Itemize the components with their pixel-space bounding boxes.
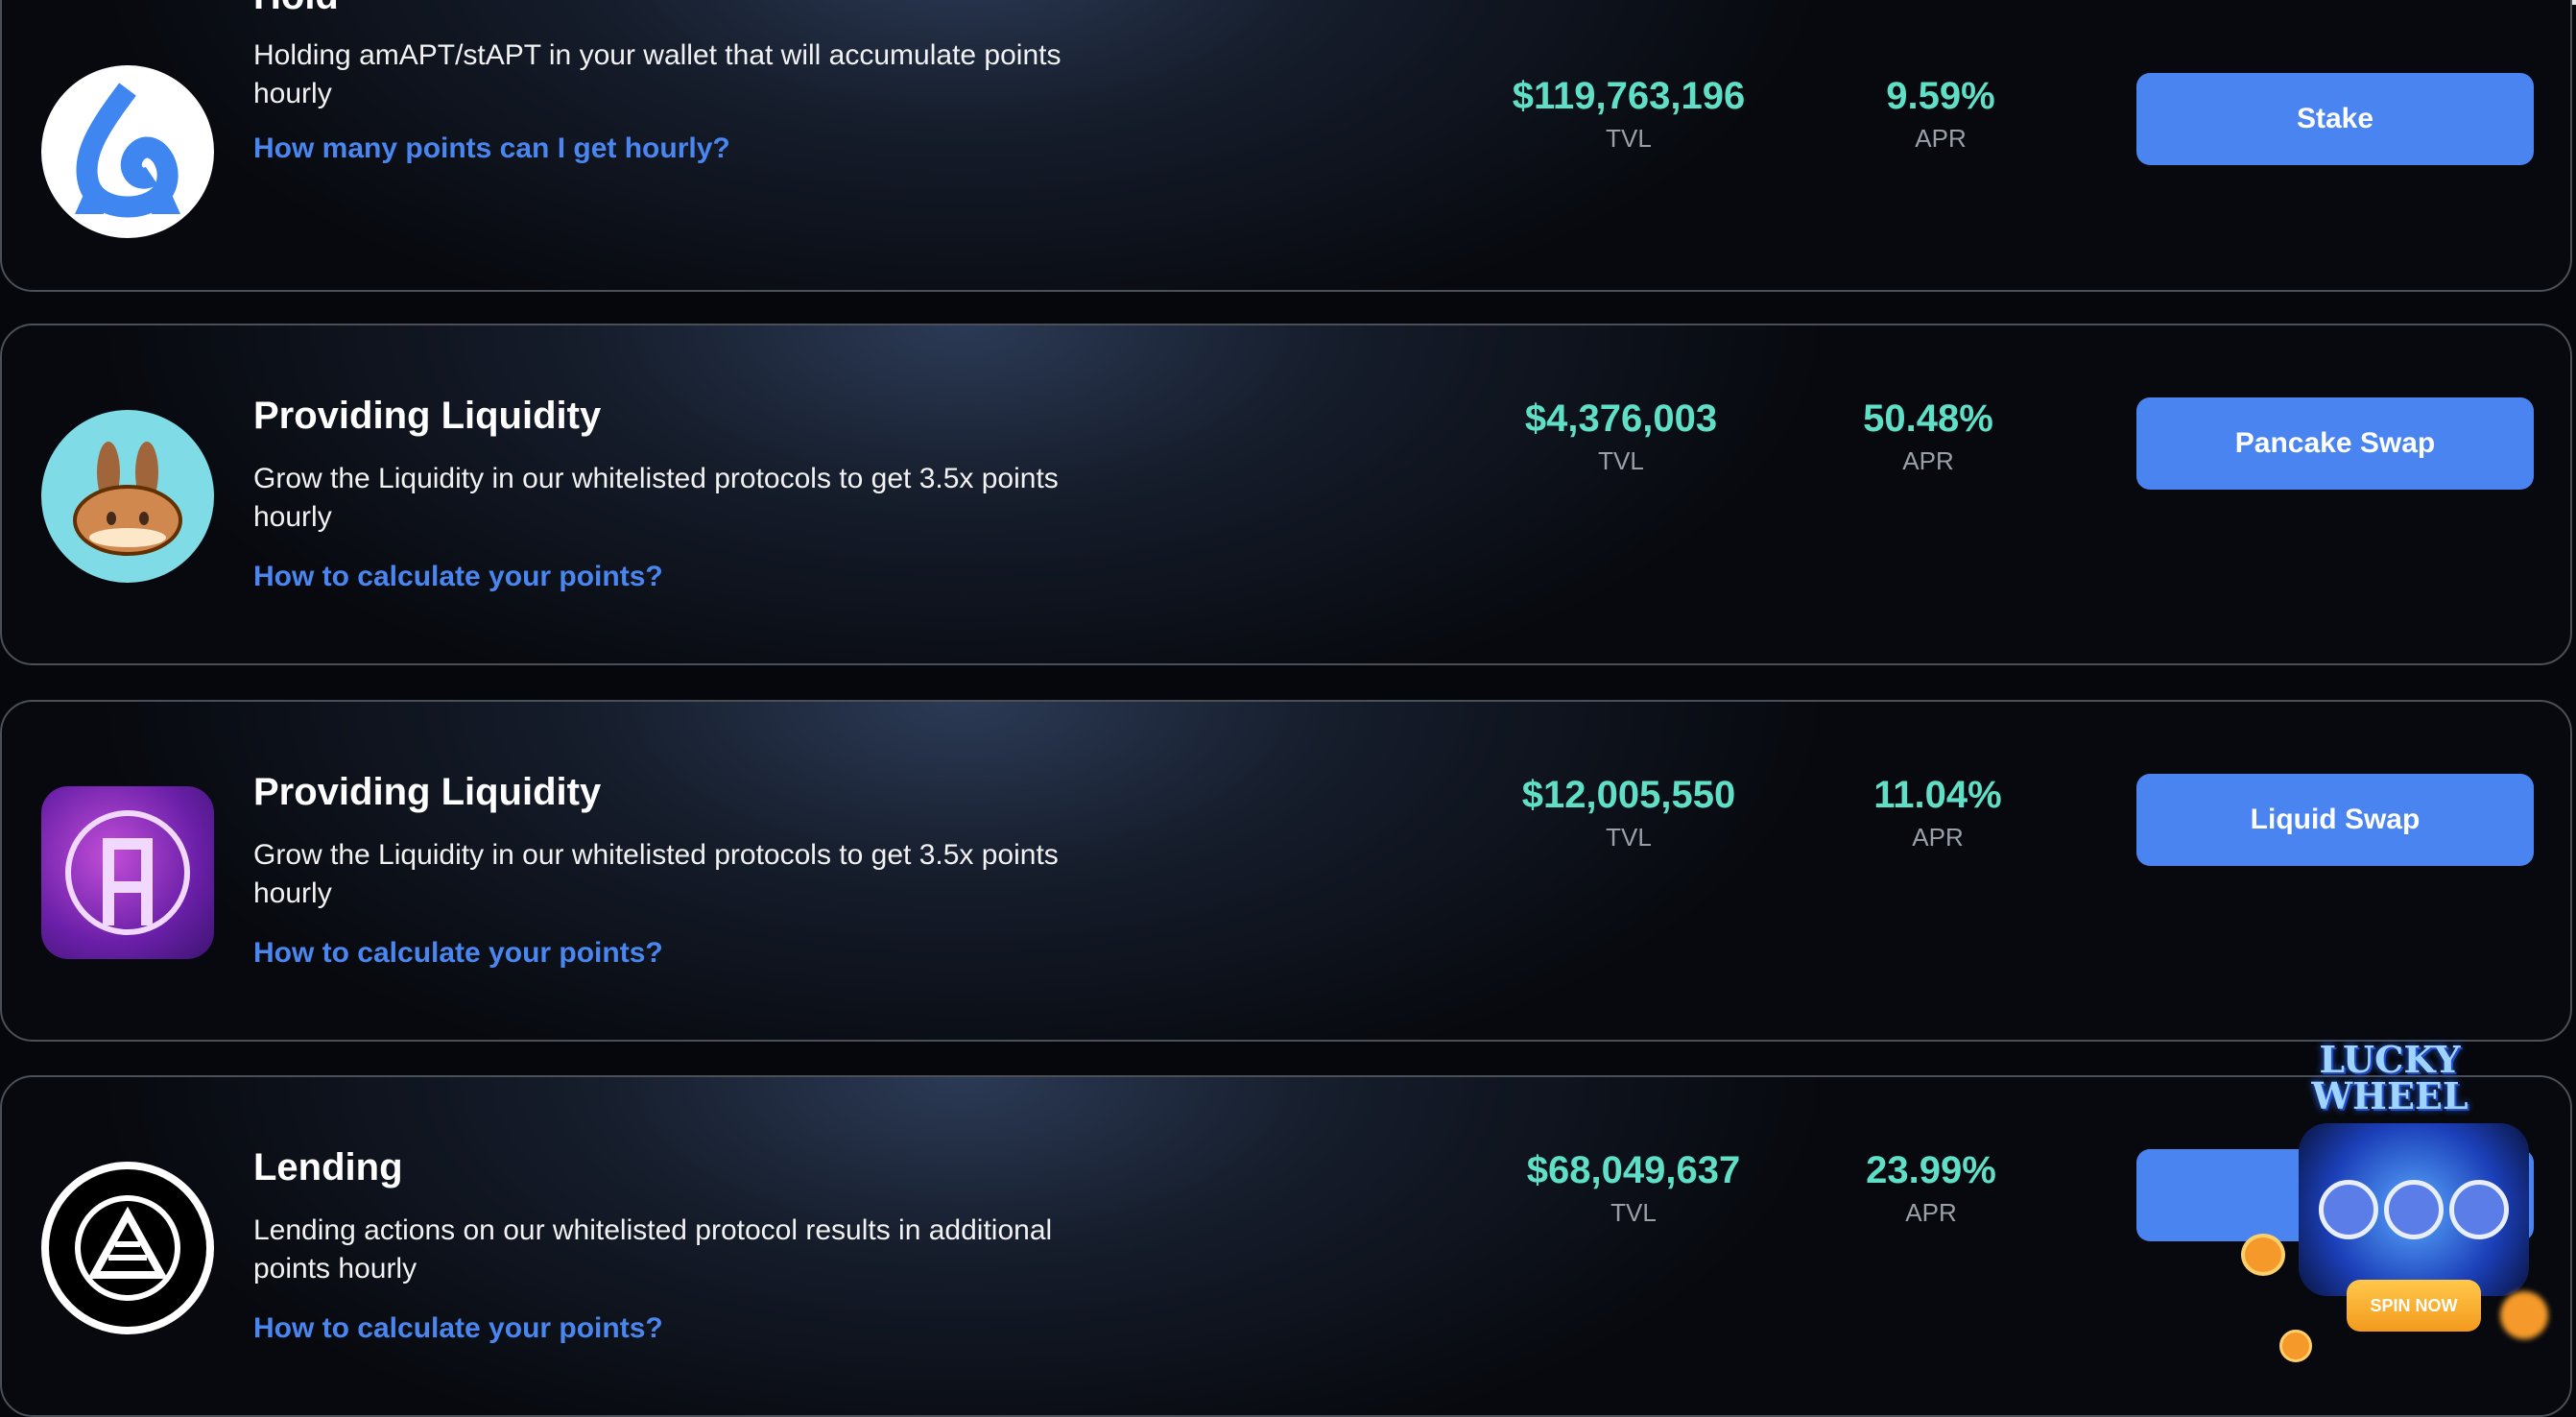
- card-description: Holding amAPT/stAPT in your wallet that …: [253, 39, 1061, 109]
- apr-label: APR: [1902, 446, 1954, 475]
- apr-value: 9.59%: [1886, 75, 1995, 117]
- apr-value: 23.99%: [1866, 1149, 1996, 1191]
- apr-stat: 50.48% APR: [1784, 397, 2072, 476]
- tvl-stat: $4,376,003 TVL: [1477, 397, 1765, 476]
- tvl-stat: $68,049,637 TVL: [1490, 1149, 1777, 1228]
- apr-label: APR: [1912, 823, 1964, 852]
- liquid-swap-button[interactable]: Liquid Swap: [2136, 774, 2534, 866]
- tvl-label: TVL: [1606, 823, 1652, 852]
- card-help-link[interactable]: How to calculate your points?: [253, 561, 663, 592]
- apr-value: 11.04%: [1873, 774, 2002, 816]
- tvl-value: $68,049,637: [1526, 1149, 1741, 1191]
- card-description: Grow the Liquidity in our whitelisted pr…: [253, 463, 1059, 533]
- card-lending: Lending Lending actions on our whitelist…: [0, 1075, 2572, 1417]
- pancake-bunny-icon: [41, 410, 214, 583]
- tvl-stat: $12,005,550 TVL: [1485, 774, 1773, 853]
- coin-icon: [2279, 1330, 2312, 1362]
- stake-button[interactable]: Stake: [2136, 73, 2534, 165]
- pancake-swap-button[interactable]: Pancake Swap: [2136, 397, 2534, 490]
- apr-label: APR: [1915, 124, 1967, 153]
- card-description: Grow the Liquidity in our whitelisted pr…: [253, 839, 1059, 909]
- card-liquidswap-liquidity: Providing Liquidity Grow the Liquidity i…: [0, 700, 2572, 1042]
- lucky-wheel-widget[interactable]: LUCKY WHEEL SPIN NOW: [2241, 1038, 2563, 1368]
- card-title: Lending: [253, 1146, 403, 1189]
- lending-logo-icon: [41, 1162, 214, 1334]
- card-help-link[interactable]: How many points can I get hourly?: [253, 132, 730, 164]
- card-title: Hold: [253, 0, 339, 18]
- card-title: Providing Liquidity: [253, 395, 602, 437]
- apr-value: 50.48%: [1863, 397, 1993, 440]
- amnis-logo-icon: [41, 65, 214, 238]
- tvl-stat: $119,763,196 TVL: [1485, 75, 1773, 154]
- apr-label: APR: [1905, 1198, 1957, 1227]
- card-help-link[interactable]: How to calculate your points?: [253, 937, 663, 969]
- card-help-link[interactable]: How to calculate your points?: [253, 1312, 663, 1344]
- lucky-wheel-title: LUCKY WHEEL: [2311, 1038, 2469, 1117]
- tvl-value: $119,763,196: [1512, 75, 1746, 117]
- spin-now-button[interactable]: SPIN NOW: [2347, 1280, 2481, 1332]
- tvl-label: TVL: [1606, 124, 1652, 153]
- card-pancake-liquidity: Providing Liquidity Grow the Liquidity i…: [0, 324, 2572, 665]
- tvl-value: $12,005,550: [1521, 774, 1736, 816]
- liquidswap-logo-icon: [41, 786, 214, 959]
- slot-machine-icon: [2299, 1123, 2529, 1296]
- tvl-value: $4,376,003: [1524, 397, 1718, 440]
- apr-stat: 9.59% APR: [1797, 75, 2085, 154]
- card-title: Providing Liquidity: [253, 771, 602, 813]
- card-hold: Hold Holding amAPT/stAPT in your wallet …: [0, 0, 2572, 292]
- card-description: Lending actions on our whitelisted proto…: [253, 1214, 1053, 1285]
- tvl-label: TVL: [1598, 446, 1644, 475]
- apr-stat: 11.04% APR: [1794, 774, 2082, 853]
- coin-icon: [2500, 1291, 2548, 1339]
- apr-stat: 23.99% APR: [1787, 1149, 2075, 1228]
- tvl-label: TVL: [1610, 1198, 1657, 1227]
- coin-icon: [2241, 1234, 2285, 1276]
